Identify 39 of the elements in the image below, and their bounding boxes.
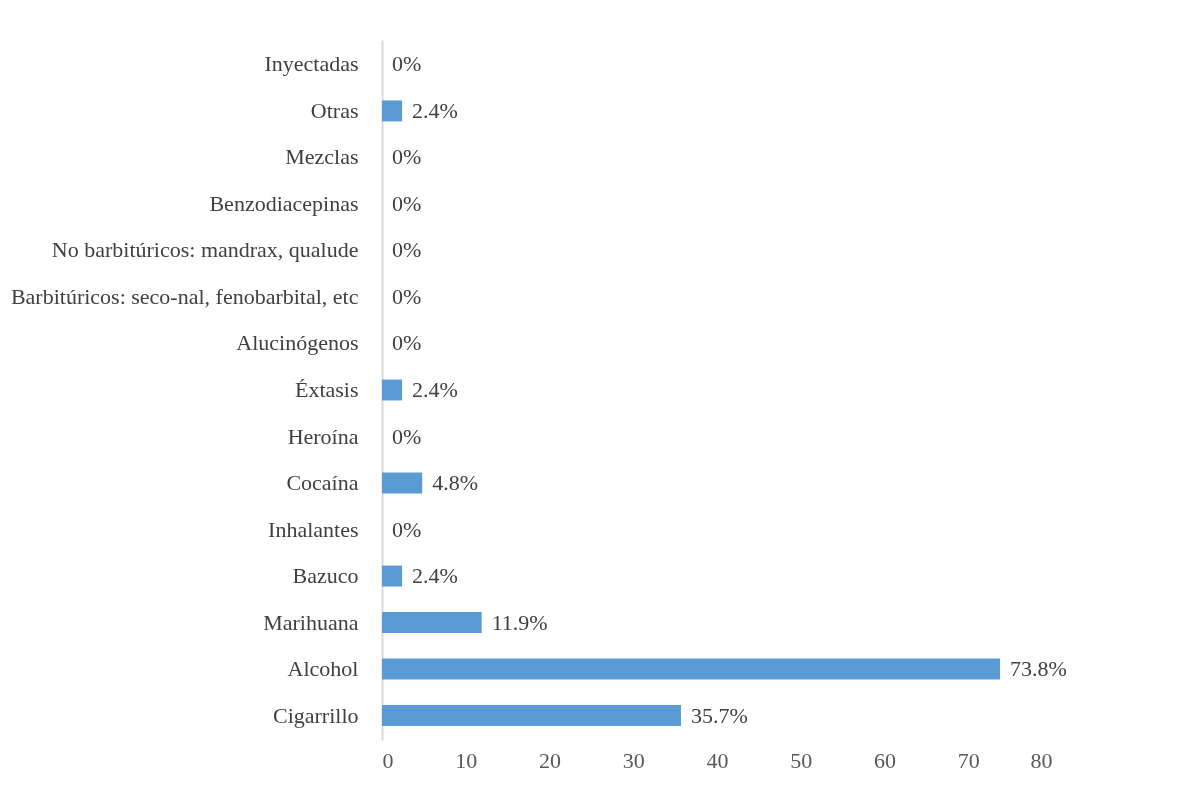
y-tick-label: Alcohol (287, 656, 359, 682)
y-tick-label: Heroína (287, 423, 359, 449)
y-tick-label: Otras (310, 97, 359, 123)
y-tick-label: Éxtasis (294, 377, 359, 402)
data-label: 0% (392, 330, 422, 356)
y-tick-label: Marihuana (263, 609, 359, 635)
data-label: 2.4% (412, 377, 458, 402)
y-tick-label: Barbitúricos: seco-nal, fenobarbital, etc (10, 283, 359, 309)
y-tick-label: No barbitúricos: mandrax, qualude (51, 237, 359, 263)
y-tick-label: Cigarrillo (272, 702, 359, 728)
data-label: 0% (392, 51, 422, 77)
x-tick-label: 50 (790, 747, 813, 773)
y-tick-label: Mezclas (285, 144, 359, 170)
data-label: 0% (392, 144, 422, 170)
data-label: 0% (392, 237, 422, 263)
y-tick-label: Inyectadas (264, 51, 359, 77)
data-label: 0% (392, 516, 422, 542)
x-tick-label: 60 (874, 747, 896, 773)
y-tick-label: Bazuco (292, 563, 359, 589)
data-label: 0% (392, 190, 422, 216)
data-label: 2.4% (412, 563, 458, 589)
y-tick-label: Cocaína (286, 470, 359, 496)
data-label: 73.8% (1010, 656, 1067, 682)
data-label: 11.9% (491, 609, 548, 635)
x-tick-label: 20 (539, 747, 561, 773)
x-tick-label: 10 (455, 747, 478, 773)
x-tick-label: 70 (957, 747, 980, 773)
y-tick-label: Benzodiacepinas (209, 190, 359, 216)
x-tick-label: 30 (622, 747, 645, 773)
y-tick-label: Alucinógenos (236, 330, 359, 356)
y-tick-label: Inhalantes (268, 516, 359, 542)
data-label: 2.4% (412, 97, 458, 123)
data-label: 0% (392, 423, 422, 449)
x-tick-label: 40 (706, 747, 729, 773)
data-label: 35.7% (690, 702, 748, 728)
x-tick-label: 0 (382, 747, 394, 773)
x-tick-label: 80 (1030, 747, 1053, 773)
data-label: 0% (392, 283, 422, 309)
data-label: 4.8% (432, 470, 479, 496)
